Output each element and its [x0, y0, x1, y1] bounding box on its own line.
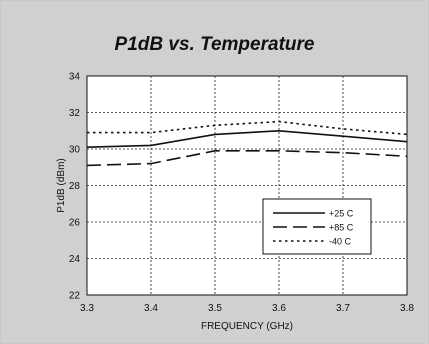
x-tick-label: 3.4	[144, 303, 158, 314]
legend-label: +85 C	[329, 223, 354, 233]
x-axis-label: FREQUENCY (GHz)	[201, 321, 293, 332]
y-tick-label: 32	[69, 108, 81, 119]
y-axis-label: P1dB (dBm)	[56, 158, 67, 212]
y-tick-label: 26	[69, 218, 81, 229]
x-tick-label: 3.3	[80, 303, 94, 314]
legend-label: +25 C	[329, 209, 354, 219]
y-tick-label: 30	[69, 145, 81, 156]
y-tick-label: 24	[69, 254, 81, 265]
tick-labels: 3.3 3.4 3.5 3.6 3.7 3.8 22 24 26 28 30 32 34	[69, 72, 415, 315]
x-tick-label: 3.5	[208, 303, 222, 314]
x-tick-label: 3.8	[400, 303, 414, 314]
x-tick-label: 3.6	[272, 303, 286, 314]
y-tick-label: 34	[69, 72, 81, 83]
series-line	[86, 150, 408, 167]
series-line	[86, 129, 408, 148]
y-tick-label: 28	[69, 181, 81, 192]
grid	[87, 76, 407, 295]
series-lines	[86, 120, 408, 167]
x-tick-label: 3.7	[336, 303, 350, 314]
legend-label: -40 C	[329, 237, 352, 247]
chart-title: P1dB vs. Temperature	[114, 34, 315, 55]
legend: +25 C +85 C -40 C	[262, 198, 372, 255]
y-tick-label: 22	[69, 291, 81, 302]
